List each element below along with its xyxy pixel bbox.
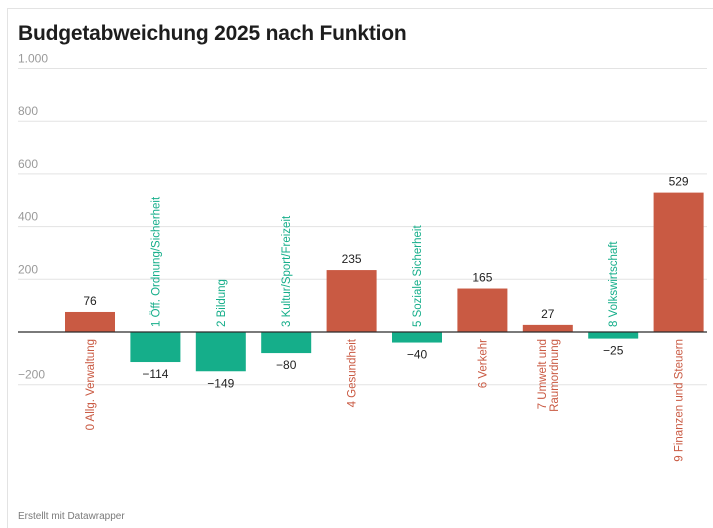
value-label: −149 — [207, 376, 234, 390]
category-label: 4 Gesundheit — [347, 338, 359, 407]
category-label: 1 Öff. Ordnung/Sicherheit — [150, 196, 162, 327]
chart-title: Budgetabweichung 2025 nach Funktion — [18, 22, 407, 45]
top-border — [7, 8, 713, 9]
bar — [326, 270, 377, 332]
left-border — [7, 8, 8, 528]
y-tick-label: −200 — [18, 368, 45, 382]
bar — [130, 332, 181, 363]
category-label: 9 Finanzen und Steuern — [674, 339, 686, 462]
y-tick-label: 200 — [18, 262, 38, 276]
bar — [588, 332, 639, 339]
value-label: −80 — [276, 358, 297, 372]
category-label: 6 Verkehr — [477, 339, 489, 388]
value-label: 529 — [669, 175, 689, 189]
bar — [392, 332, 442, 343]
category-label: Raumordnung — [549, 339, 561, 412]
y-tick-label: 400 — [18, 210, 38, 224]
value-label: 165 — [472, 271, 492, 285]
value-label: −40 — [407, 348, 428, 362]
category-label: 7 Umwelt und — [537, 339, 549, 409]
category-label: 8 Volkswirtschaft — [608, 241, 620, 327]
value-label: 27 — [541, 307, 555, 321]
category-label: 5 Soziale Sicherheit — [412, 225, 424, 327]
value-label: −25 — [603, 344, 624, 358]
bar — [522, 324, 573, 332]
footer-credit: Erstellt mit Datawrapper — [18, 511, 125, 522]
bar — [457, 288, 508, 332]
bar — [261, 332, 312, 354]
y-tick-label: 800 — [18, 104, 38, 118]
category-label: 0 Allg. Verwaltung — [85, 339, 97, 430]
bar — [65, 311, 115, 332]
y-tick-label: 1.000 — [18, 52, 48, 66]
value-label: 76 — [83, 294, 97, 308]
value-label: 235 — [342, 252, 362, 266]
bar — [653, 192, 704, 332]
value-label: −114 — [142, 367, 168, 381]
bar — [195, 332, 246, 372]
category-label: 3 Kultur/Sport/Freizeit — [281, 215, 293, 327]
y-tick-label: 600 — [18, 157, 38, 171]
category-label: 2 Bildung — [216, 279, 228, 327]
